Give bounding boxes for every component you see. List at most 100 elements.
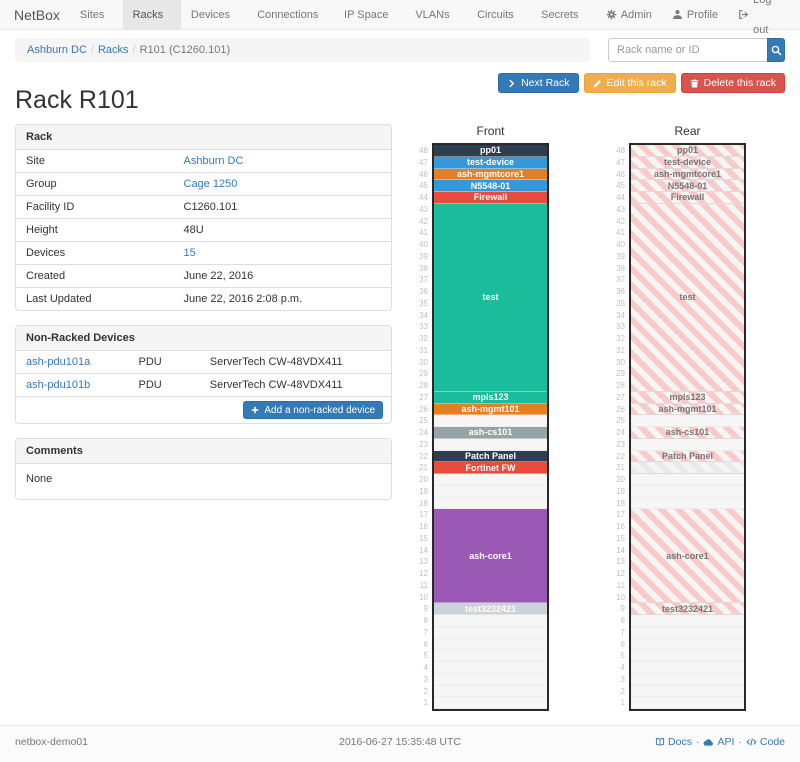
rack-device-unlabeled[interactable] — [631, 462, 744, 474]
comments-body: None — [26, 473, 53, 485]
unit-number: 42 — [616, 216, 625, 226]
footer-link-api[interactable]: API — [703, 736, 734, 748]
nav-link-admin[interactable]: Admin — [596, 0, 662, 29]
rack-title-rear: Rear — [674, 124, 701, 138]
nav-link-devices[interactable]: Devices — [181, 0, 247, 48]
attr-value-link[interactable]: Ashburn DC — [183, 155, 244, 167]
unit-numbers-front: 48 47 46 45 44 43 42 41 40 39 38 37 36 35 34 33 32 31 30 29… — [416, 143, 432, 711]
rack-device-test3232421[interactable]: test3232421 — [434, 603, 547, 615]
rack-device-pp01[interactable]: pp01 — [434, 145, 547, 157]
edit-rack-button[interactable]: Edit this rack — [583, 73, 676, 93]
rack-device-ash-cs101[interactable]: ash-cs101 — [631, 427, 744, 439]
non-racked-footer: Add a non-racked device — [16, 396, 391, 423]
nav-link-vlans[interactable]: VLANs — [405, 0, 467, 48]
rack-device-firewall[interactable]: Firewall — [434, 192, 547, 204]
footer-link-docs[interactable]: Docs — [655, 736, 692, 748]
nav-link-connections[interactable]: Connections — [247, 0, 334, 48]
unit-number: 34 — [419, 310, 428, 320]
unit-number: 20 — [616, 475, 625, 484]
rack-device-patch-panel[interactable]: Patch Panel — [434, 450, 547, 463]
breadcrumb-link-racks[interactable]: Racks — [97, 44, 129, 56]
rack-title-front: Front — [476, 124, 505, 138]
nav-link-sites[interactable]: Sites — [70, 0, 123, 48]
rack-device-ash-mgmtcore1[interactable]: ash-mgmtcore1 — [631, 168, 744, 181]
unit-number: 16 — [419, 522, 428, 531]
rack-device-ash-core1[interactable]: ash-core1 — [631, 509, 744, 604]
unit-number: 13 — [616, 557, 625, 567]
rack-device-test3232421[interactable]: test3232421 — [631, 603, 744, 615]
next-rack-button[interactable]: Next Rack — [498, 73, 579, 93]
rack-device-firewall[interactable]: Firewall — [631, 192, 744, 204]
non-racked-row: ash-pdu101b PDU ServerTech CW-48VDX411 — [16, 373, 391, 396]
attr-value-link[interactable]: 15 — [183, 247, 196, 259]
comments-panel: Comments None — [15, 438, 392, 500]
unit-number: 20 — [419, 475, 428, 484]
rack-device-test[interactable]: test — [434, 203, 547, 392]
footer-link-code[interactable]: Code — [746, 736, 785, 748]
unit-number: 33 — [419, 322, 428, 332]
rack-slot-empty — [631, 662, 744, 674]
navbar: NetBox Sites Racks Devices Connections IP Sp… — [0, 0, 800, 48]
unit-number: 7 — [620, 627, 625, 637]
rack-device-test[interactable]: test — [631, 203, 744, 392]
unit-number: 43 — [419, 204, 428, 214]
unit-number: 22 — [616, 451, 625, 461]
unit-number: 35 — [616, 298, 625, 308]
device-link-ash-pdu101b[interactable]: ash-pdu101b — [26, 379, 91, 391]
rack-device-fortinet-fw[interactable]: Fortinet FW — [434, 462, 547, 474]
rack-search — [608, 38, 785, 62]
rack-slot-empty — [631, 497, 744, 510]
device-name-cell: ash-pdu101a — [16, 351, 129, 373]
delete-rack-button[interactable]: Delete this rack — [680, 73, 785, 93]
nav-link-log-out[interactable]: Log out — [728, 0, 786, 36]
rack-device-n5548-01[interactable]: N5548-01 — [434, 180, 547, 192]
rack-slot-empty — [434, 626, 547, 639]
nav-link-secrets[interactable]: Secrets — [531, 0, 596, 48]
unit-number: 14 — [616, 545, 625, 555]
trash-icon — [690, 79, 699, 88]
attr-value-link[interactable]: Cage 1250 — [183, 178, 238, 190]
rack-device-ash-cs101[interactable]: ash-cs101 — [434, 427, 547, 439]
nav-link-ip-space[interactable]: IP Space — [334, 0, 405, 48]
rack-device-patch-panel[interactable]: Patch Panel — [631, 450, 744, 463]
add-non-racked-device-button[interactable]: Add a non-racked device — [243, 401, 383, 419]
rack-device-ash-core1[interactable]: ash-core1 — [434, 509, 547, 604]
nav-link-circuits[interactable]: Circuits — [467, 0, 531, 48]
unit-number: 8 — [620, 616, 625, 625]
rack-slot-empty — [434, 485, 547, 498]
rack-attr-row-group: Group Cage 1250 — [16, 172, 391, 195]
rack-device-mpls123[interactable]: mpls123 — [631, 391, 744, 404]
attr-label: Devices — [26, 247, 66, 259]
search-button[interactable] — [767, 38, 785, 62]
unit-number: 5 — [423, 651, 428, 661]
pencil-icon — [593, 79, 602, 88]
rack-device-mpls123[interactable]: mpls123 — [434, 391, 547, 404]
rack-device-ash-mgmt101[interactable]: ash-mgmt101 — [631, 403, 744, 416]
unit-number: 26 — [616, 404, 625, 414]
rack-attr-row-devices: Devices 15 — [16, 241, 391, 264]
rack-attr-row-facility-id: Facility ID C1260.101 — [16, 195, 391, 218]
unit-number: 2 — [620, 686, 625, 696]
device-name-cell: ash-pdu101b — [16, 374, 129, 396]
page-actions: Next Rack Edit this rack Delete this rac… — [15, 73, 785, 93]
search-input[interactable] — [608, 38, 767, 62]
rack-device-test-device[interactable]: test-device — [631, 156, 744, 169]
nav-item-admin: Admin — [596, 0, 662, 29]
nav-item-circuits: Circuits — [467, 0, 531, 48]
unit-number: 26 — [419, 404, 428, 414]
nav-link-racks[interactable]: Racks — [122, 0, 181, 48]
rack-device-ash-mgmt101[interactable]: ash-mgmt101 — [434, 403, 547, 416]
device-link-ash-pdu101a[interactable]: ash-pdu101a — [26, 356, 91, 368]
unit-number: 25 — [419, 416, 428, 426]
rack-device-ash-mgmtcore1[interactable]: ash-mgmtcore1 — [434, 168, 547, 181]
unit-number: 23 — [616, 439, 625, 449]
nav-link-profile[interactable]: Profile — [662, 0, 728, 29]
rack-device-n5548-01[interactable]: N5548-01 — [631, 180, 744, 192]
rack-device-test-device[interactable]: test-device — [434, 156, 547, 169]
unit-number: 23 — [419, 439, 428, 449]
brand[interactable]: NetBox — [14, 7, 60, 23]
attr-label: Facility ID — [26, 201, 75, 213]
rack-device-pp01[interactable]: pp01 — [631, 145, 744, 157]
breadcrumb-link-ashburn-dc[interactable]: Ashburn DC — [27, 44, 87, 56]
nav-label-admin: Admin — [620, 8, 652, 21]
